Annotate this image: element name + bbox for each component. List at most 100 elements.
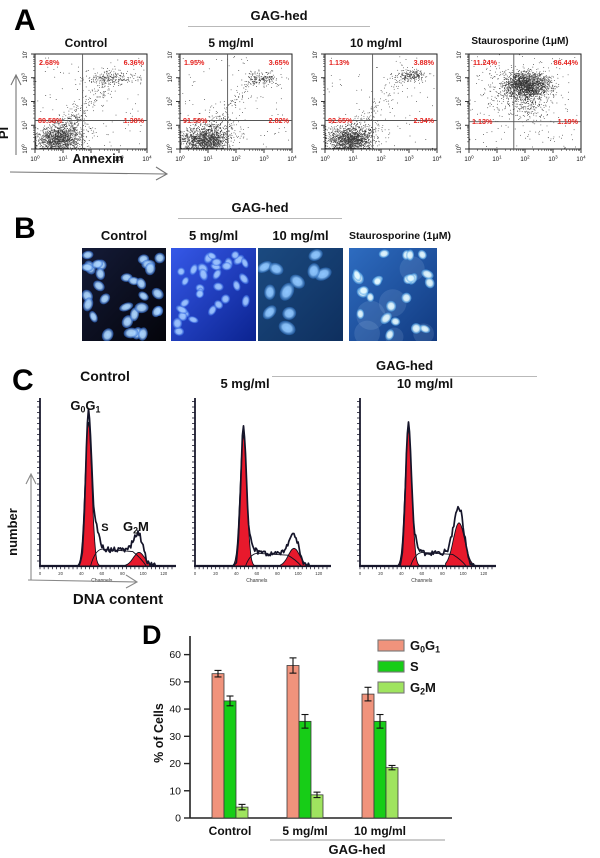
x-tick-label: 103	[404, 155, 414, 164]
y-tick-label: 10	[169, 785, 181, 797]
x-tick-label: 101	[58, 155, 68, 164]
histogram-title-10mg: 10 mg/ml	[396, 376, 454, 391]
annexin-axis: Annexin	[9, 151, 169, 181]
channel-tick-label: 80	[440, 571, 445, 576]
y-tick-label: 60	[169, 649, 181, 661]
y-tick-label: 101	[166, 120, 175, 130]
y-tick-label: 101	[455, 120, 464, 130]
micrograph-label-10mg: 10 mg/ml	[272, 228, 329, 243]
channel-tick-label: 0	[39, 571, 42, 576]
cell-nucleus	[138, 327, 148, 341]
cell-nucleus	[307, 263, 321, 279]
legend-label-s: S	[410, 659, 419, 674]
y-tick-label: 103	[455, 73, 464, 83]
cell-nucleus	[138, 291, 149, 301]
scatter-title: Staurosporine (1μM)	[471, 36, 569, 47]
scatter-points	[35, 57, 145, 149]
cell-nucleus	[380, 312, 392, 325]
bar-s-5-mg-ml	[298, 720, 312, 819]
bar-chart: 0 10 20 30 40 50 60 % of Cells Control 5 mg/ml 10 …	[152, 636, 452, 857]
cell-nucleus	[82, 297, 94, 312]
cell-nucleus	[230, 250, 240, 260]
channel-tick-label: 40	[399, 571, 404, 576]
channel-tick-label: 120	[160, 571, 168, 576]
cell-nucleus	[101, 328, 114, 341]
cell-nucleus	[220, 294, 231, 304]
channel-tick-label: 120	[480, 571, 488, 576]
scatter-points	[241, 70, 290, 89]
y-axis-label: % of Cells	[152, 703, 166, 763]
gag-hed-footer: GAG-hed	[328, 842, 385, 857]
scatter-points	[46, 74, 121, 142]
channel-tick-label: 60	[100, 571, 105, 576]
y-tick-label: 104	[455, 51, 464, 59]
channels-axis-label: Channels	[246, 578, 268, 584]
cell-nucleus	[308, 249, 323, 261]
histogram-trace	[362, 421, 482, 567]
channel-tick-label: 100	[140, 571, 148, 576]
cell-nucleus	[258, 260, 273, 273]
cell-nucleus	[241, 294, 250, 308]
panel-b-group-header: GAG-hed	[178, 200, 342, 219]
pi-arrow-icon	[10, 73, 22, 86]
cell-nucleus	[95, 267, 106, 280]
quadrant-ul-percent: 1.13%	[329, 58, 350, 67]
quadrant-lr-percent: 2.82%	[269, 116, 290, 125]
cell-nucleus	[82, 263, 94, 272]
y-tick-label: 103	[311, 73, 320, 83]
quadrant-lr-percent: 1.19%	[558, 117, 579, 126]
histogram-title-control: Control	[80, 368, 130, 384]
histogram-control: 020406080100120ChannelsG0​G1​SG2​M	[37, 398, 176, 584]
cell-nucleus	[232, 280, 241, 292]
channel-tick-label: 80	[120, 571, 125, 576]
cell-nucleus	[356, 308, 365, 320]
category-label-control: Control	[209, 824, 252, 838]
micrograph-label-staurosporine: Staurosporine (1μM)	[348, 230, 452, 242]
panel-b: B GAG-hed Control 5 mg/ml 10 mg/ml Staur…	[0, 196, 600, 352]
x-tick-label: 101	[203, 155, 213, 164]
panel-a-group-header: GAG-hed	[188, 8, 370, 27]
histogram-5mg: 0 20 40 60 80 100 120 Channels	[192, 398, 331, 584]
x-tick-label: 102	[86, 155, 96, 164]
channel-tick-label: 60	[420, 571, 425, 576]
quadrant-ll-percent: 89.58%	[38, 116, 63, 125]
cell-nucleus	[385, 329, 395, 341]
cell-nucleus	[289, 274, 305, 289]
annexin-axis-label: Annexin	[72, 151, 123, 166]
scatter-points	[325, 121, 387, 149]
histogram-trace	[42, 407, 162, 567]
cell-nucleus	[390, 317, 401, 326]
dna-content-label: DNA content	[73, 591, 163, 608]
cell-nucleus	[189, 263, 198, 276]
s-phase-outline	[410, 552, 467, 567]
y-tick-label: 30	[169, 731, 181, 743]
micrograph-label-5mg: 5 mg/ml	[188, 228, 239, 243]
panel-d-label: D	[142, 620, 162, 650]
cell-nucleus	[198, 268, 208, 281]
channel-tick-label: 0	[359, 571, 362, 576]
cell-nucleus	[406, 249, 415, 261]
panel-c-label: C	[12, 364, 34, 397]
cell-nucleus	[358, 286, 369, 295]
x-tick-label: 100	[30, 155, 40, 164]
histogram-trace	[197, 424, 317, 567]
quadrant-ul-percent: 2.68%	[39, 58, 60, 67]
scatter-plot-staurosporine: Staurosporine (1μM) 100 100 101 101 102 102 10…	[447, 36, 593, 163]
channel-tick-label: 40	[234, 571, 239, 576]
cell-nucleus	[238, 273, 249, 285]
pi-axis-label: PI	[0, 127, 11, 139]
y-tick-label: 103	[166, 73, 175, 83]
cell-nucleus	[278, 320, 296, 336]
gag-hed-title-c: GAG-hed	[375, 358, 434, 373]
channel-tick-label: 120	[315, 571, 323, 576]
cell-nucleus	[123, 327, 139, 339]
quadrant-lr-percent: 2.34%	[414, 116, 435, 125]
x-tick-label: 103	[114, 155, 124, 164]
cell-nucleus	[211, 258, 223, 267]
y-tick-label: 102	[311, 96, 320, 106]
bar-g0g1-control	[211, 673, 225, 819]
cell-nucleus	[421, 269, 434, 280]
